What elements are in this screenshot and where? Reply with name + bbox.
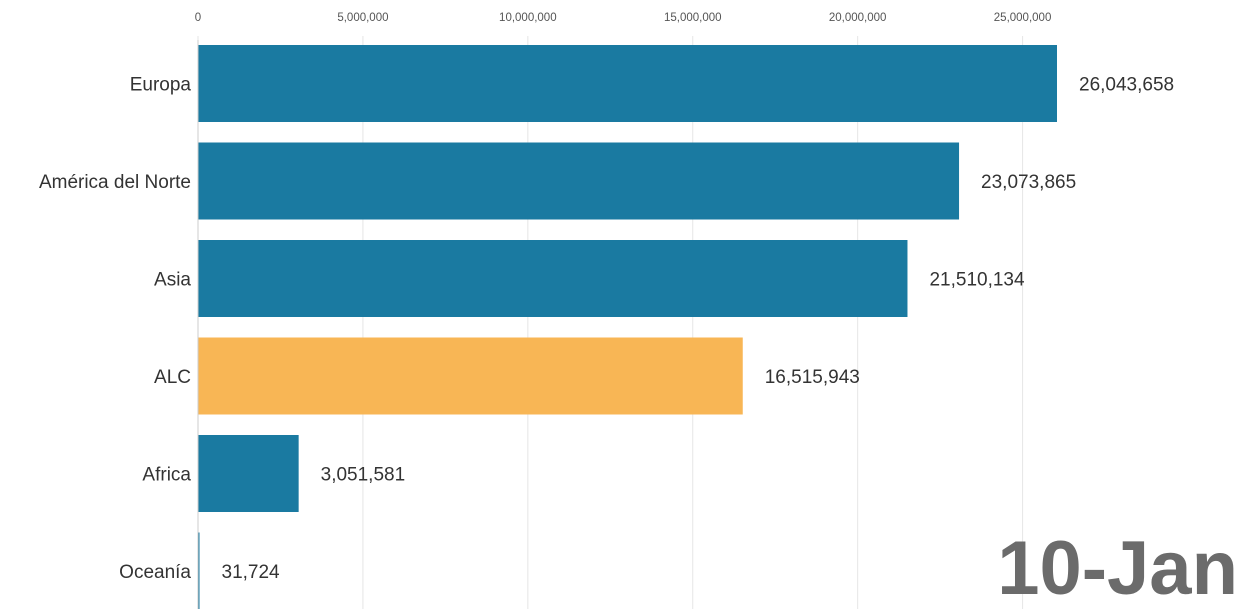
bar xyxy=(198,337,743,415)
bar xyxy=(198,45,1057,122)
x-tick-label: 15,000,000 xyxy=(664,12,722,24)
x-tick-label: 25,000,000 xyxy=(994,12,1052,24)
x-tick-label: 5,000,000 xyxy=(337,12,388,24)
x-tick-label: 0 xyxy=(195,12,201,24)
value-label: 23,073,865 xyxy=(981,172,1076,193)
category-labels: Europa América del Norte Asia ALC Africa Ocea… xyxy=(39,75,191,584)
category-label: ALC xyxy=(154,367,191,388)
value-label: 16,515,943 xyxy=(765,367,860,388)
bars xyxy=(198,45,1057,610)
category-label: América del Norte xyxy=(39,172,191,193)
category-label: Oceanía xyxy=(119,562,191,583)
value-label: 3,051,581 xyxy=(321,465,406,486)
bar xyxy=(198,435,299,512)
x-axis-ticks: 0 5,000,000 10,000,000 15,000,000 20,000,000… xyxy=(195,12,1052,24)
category-label: Asia xyxy=(154,270,191,291)
bar xyxy=(198,532,200,610)
bar xyxy=(198,240,908,317)
category-label: Europa xyxy=(130,75,192,96)
x-tick-label: 20,000,000 xyxy=(829,12,887,24)
bar xyxy=(198,142,960,220)
x-tick-label: 10,000,000 xyxy=(499,12,557,24)
value-label: 26,043,658 xyxy=(1079,75,1174,96)
value-label: 21,510,134 xyxy=(929,270,1025,291)
date-label: 10-Jan xyxy=(997,526,1238,609)
value-label: 31,724 xyxy=(222,562,281,583)
category-label: Africa xyxy=(142,465,191,486)
value-labels: 26,043,658 23,073,865 21,510,134 16,515,943… xyxy=(222,75,1175,584)
